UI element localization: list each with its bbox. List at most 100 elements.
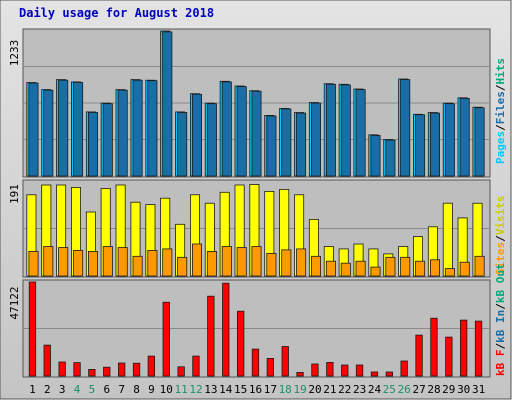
bar-sites-18 (281, 249, 292, 277)
bar-files-7 (117, 89, 128, 177)
x-tick-label: 21 (323, 383, 336, 396)
x-tick-label: 12 (189, 383, 202, 396)
bar-kb-f-20 (311, 363, 319, 377)
bar-kb-f-21 (326, 361, 334, 377)
y-max-label-kb: 47122 (8, 286, 21, 319)
x-tick-label: 10 (160, 383, 173, 396)
bar-sites-8 (132, 255, 143, 277)
bar-files-29 (444, 103, 455, 177)
bar-files-21 (325, 83, 336, 177)
x-tick-label: 30 (457, 383, 470, 396)
x-tick-label: 7 (118, 383, 125, 396)
x-tick-label: 6 (103, 383, 110, 396)
bar-sites-17 (266, 252, 277, 277)
x-tick-label: 4 (74, 383, 81, 396)
bar-files-11 (177, 112, 188, 177)
bar-sites-24 (370, 266, 381, 277)
bar-files-8 (132, 79, 143, 177)
bar-files-22 (340, 84, 351, 177)
bar-sites-25 (385, 256, 396, 277)
bar-files-2 (43, 89, 54, 177)
bar-kb-f-14 (222, 282, 230, 377)
bar-kb-f-19 (296, 371, 304, 377)
bar-kb-f-3 (58, 361, 66, 377)
bar-files-6 (102, 103, 113, 177)
y-max-label-visits: 191 (8, 184, 21, 204)
bar-sites-13 (206, 250, 217, 277)
bar-kb-f-8 (132, 362, 141, 377)
bar-sites-20 (310, 255, 321, 277)
bar-sites-7 (117, 247, 128, 277)
bar-sites-12 (191, 243, 202, 277)
bar-sites-5 (88, 250, 99, 277)
bar-sites-28 (429, 259, 440, 277)
bar-files-25 (385, 139, 396, 177)
bar-kb-f-4 (73, 362, 81, 377)
legend-sep: / (494, 303, 507, 310)
x-tick-label: 5 (89, 383, 96, 396)
legend-visits-panel: Sites/Visits (494, 196, 507, 276)
bar-sites-30 (459, 261, 470, 277)
legend-files: Files (494, 91, 507, 124)
bar-sites-31 (474, 255, 485, 277)
legend-kb-f: kB F (494, 350, 507, 377)
bar-sites-23 (355, 260, 366, 277)
bar-files-12 (191, 93, 202, 177)
bar-kb-f-31 (474, 320, 483, 377)
bar-sites-21 (325, 260, 336, 277)
x-tick-label: 2 (44, 383, 51, 396)
x-axis-labels: 1 2 3 4 5 6 7 8 9 10 11 12 13 14 15 16 17 18 19 20 21 22 23 24 2… (29, 383, 485, 396)
bar-kb-f-12 (192, 355, 200, 377)
bar-files-1 (28, 82, 39, 177)
bar-kb-f-22 (341, 364, 349, 377)
x-tick-label: 24 (368, 383, 382, 396)
legend-hits: Hits (494, 58, 507, 85)
legend-sites: Sites (494, 242, 507, 275)
bar-kb-f-26 (400, 360, 408, 377)
bar-sites-15 (236, 247, 247, 277)
bar-visits-29 (442, 202, 453, 277)
legend-visits: Visits (494, 196, 507, 236)
bar-kb-f-7 (118, 362, 126, 377)
bar-kb-f-16 (251, 348, 260, 377)
bar-files-17 (266, 115, 277, 177)
bar-sites-27 (415, 260, 426, 277)
x-tick-label: 23 (353, 383, 366, 396)
bar-kb-f-10 (162, 301, 170, 377)
bar-files-19 (296, 112, 307, 177)
x-tick-label: 29 (442, 383, 455, 396)
bar-sites-19 (296, 248, 307, 277)
bar-kb-f-6 (103, 366, 111, 377)
x-tick-label: 9 (148, 383, 155, 396)
bar-kb-f-29 (445, 336, 453, 377)
bar-kb-f-2 (43, 344, 51, 377)
bar-sites-1 (28, 250, 39, 277)
bar-kb-f-17 (266, 357, 275, 377)
x-tick-label: 20 (308, 383, 321, 396)
bar-kb-f-1 (28, 281, 37, 377)
bar-kb-f-24 (370, 371, 379, 377)
bar-sites-22 (340, 262, 351, 277)
bar-files-28 (429, 112, 440, 177)
bar-files-26 (400, 79, 411, 177)
bar-files-31 (474, 107, 485, 177)
bar-sites-11 (177, 256, 188, 277)
x-tick-label: 25 (383, 383, 396, 396)
bar-sites-6 (102, 246, 113, 277)
y-max-label-hits: 1233 (8, 40, 21, 67)
bar-sites-4 (73, 249, 84, 277)
bar-kb-f-13 (207, 295, 215, 377)
x-tick-label: 11 (174, 383, 187, 396)
bar-files-13 (206, 103, 217, 177)
bar-files-30 (459, 98, 470, 177)
bar-kb-f-9 (147, 355, 156, 377)
x-tick-label: 3 (59, 383, 66, 396)
bar-kb-f-25 (385, 371, 394, 377)
x-tick-label: 15 (234, 383, 247, 396)
bar-sites-9 (147, 249, 158, 277)
x-tick-label: 26 (398, 383, 411, 396)
legend-kb-in: kB In (494, 310, 507, 343)
legend-kb-out: kB Out (494, 263, 507, 303)
